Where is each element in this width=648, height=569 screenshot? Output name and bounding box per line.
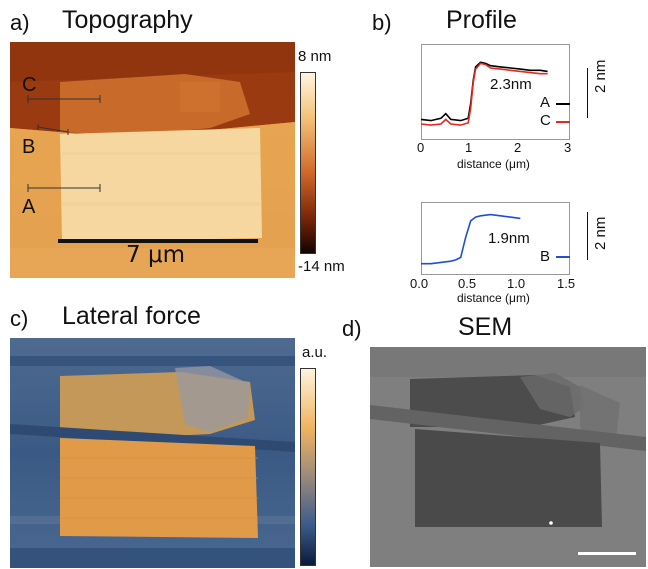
legend-b-label: B bbox=[540, 248, 551, 265]
xtick-top-0: 0 bbox=[417, 140, 425, 155]
legend-b-swatch bbox=[556, 256, 570, 258]
profile-bottom-series-b bbox=[421, 213, 521, 265]
xtick-bot-0: 0.0 bbox=[410, 276, 429, 291]
profile-top-annotation: 2.3nm bbox=[490, 76, 532, 93]
xtick-bot-3: 1.5 bbox=[557, 276, 576, 291]
profile-plot-bottom bbox=[421, 202, 570, 275]
xtick-bot-2: 1.0 bbox=[507, 276, 526, 291]
topography-colorbar-max: 8 nm bbox=[298, 48, 332, 65]
scale-label-top: 2 nm bbox=[592, 59, 609, 93]
profile-plot-top bbox=[420, 44, 570, 140]
profile-top-series-c bbox=[420, 62, 548, 126]
profile-bottom-annotation: 1.9nm bbox=[488, 230, 530, 247]
panel-c-title: Lateral force bbox=[62, 302, 201, 330]
topography-colorbar-min: -14 nm bbox=[298, 258, 345, 275]
scale-bar-bottom bbox=[587, 212, 588, 260]
legend-c-swatch bbox=[556, 121, 570, 123]
legend-a-label: A bbox=[540, 94, 551, 111]
panel-c-letter: c) bbox=[10, 306, 29, 331]
panel-a-letter: a) bbox=[10, 10, 30, 35]
panel-d-title: SEM bbox=[458, 313, 513, 341]
panel-b-letter: b) bbox=[372, 10, 392, 35]
scale-bar-top bbox=[587, 68, 588, 118]
scale-label-bottom: 2 nm bbox=[592, 216, 609, 250]
xlabel-bottom: distance (μm) bbox=[457, 291, 530, 305]
sem-image bbox=[370, 347, 646, 567]
line-label-a: A bbox=[22, 196, 36, 218]
xlabel-top: distance (μm) bbox=[457, 157, 530, 171]
lateral-force-colorbar-label: a.u. bbox=[302, 344, 328, 361]
profile-top-series-a bbox=[420, 61, 548, 122]
lateral-force-colorbar bbox=[300, 368, 316, 566]
legend-c-label: C bbox=[540, 112, 551, 129]
xtick-top-1: 1 bbox=[465, 140, 473, 155]
line-label-b: B bbox=[22, 136, 36, 158]
topography-colorbar bbox=[300, 72, 316, 254]
panel-d-letter: d) bbox=[342, 316, 362, 341]
scalebar-label: 7 μm bbox=[126, 242, 185, 268]
panel-b-title: Profile bbox=[446, 6, 517, 34]
xtick-bot-1: 0.5 bbox=[458, 276, 477, 291]
legend-a-swatch bbox=[556, 103, 570, 105]
lateral-force-image bbox=[10, 338, 295, 568]
panel-a-title: Topography bbox=[62, 6, 193, 34]
line-label-c: C bbox=[22, 74, 37, 96]
topography-image bbox=[10, 42, 295, 278]
xtick-top-2: 2 bbox=[514, 140, 522, 155]
xtick-top-3: 3 bbox=[564, 140, 572, 155]
